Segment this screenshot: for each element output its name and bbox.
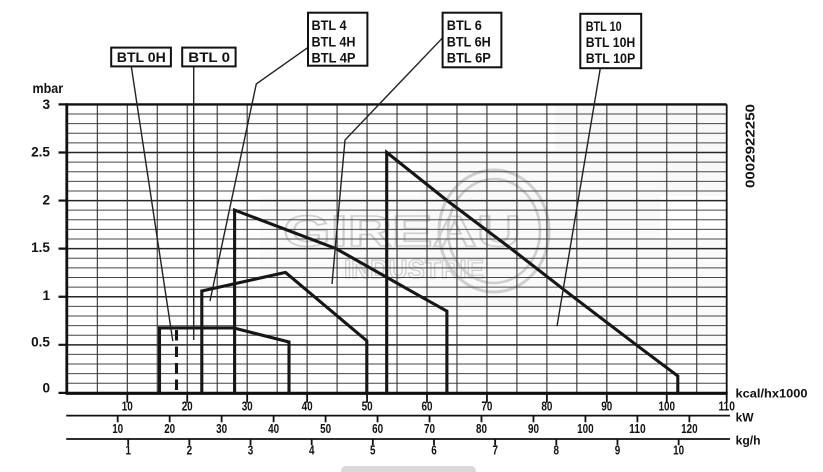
svg-text:5: 5 xyxy=(370,444,376,458)
svg-text:kW: kW xyxy=(736,410,755,424)
svg-text:BTL 6H: BTL 6H xyxy=(447,34,491,50)
svg-text:100: 100 xyxy=(659,400,676,414)
svg-text:1: 1 xyxy=(125,444,131,458)
svg-text:2: 2 xyxy=(187,444,193,458)
svg-text:10: 10 xyxy=(673,444,684,458)
svg-text:100: 100 xyxy=(577,422,594,436)
svg-text:2.5: 2.5 xyxy=(31,145,50,160)
svg-text:70: 70 xyxy=(424,422,435,436)
svg-text:9: 9 xyxy=(615,444,621,458)
svg-text:10: 10 xyxy=(112,422,123,436)
svg-text:1: 1 xyxy=(42,288,50,303)
svg-text:90: 90 xyxy=(528,422,539,436)
svg-text:50: 50 xyxy=(320,422,331,436)
svg-text:BTL 4P: BTL 4P xyxy=(312,51,356,67)
svg-text:0002922250: 0002922250 xyxy=(744,104,758,188)
svg-text:120: 120 xyxy=(681,422,698,436)
svg-text:0.5: 0.5 xyxy=(31,335,50,350)
svg-text:BTL 10P: BTL 10P xyxy=(586,51,636,67)
svg-text:0: 0 xyxy=(42,380,50,395)
svg-text:110: 110 xyxy=(718,400,735,414)
svg-text:10: 10 xyxy=(122,400,133,414)
svg-text:20: 20 xyxy=(182,400,193,414)
svg-text:mbar: mbar xyxy=(33,81,64,96)
svg-text:1.5: 1.5 xyxy=(31,240,50,255)
svg-text:80: 80 xyxy=(541,400,552,414)
svg-text:50: 50 xyxy=(362,400,373,414)
svg-text:80: 80 xyxy=(476,422,487,436)
svg-text:BTL 10H: BTL 10H xyxy=(586,35,636,51)
svg-text:60: 60 xyxy=(372,422,383,436)
svg-text:BTL 4: BTL 4 xyxy=(312,18,347,34)
svg-text:8: 8 xyxy=(554,444,560,458)
svg-text:BTL 10: BTL 10 xyxy=(586,19,622,35)
svg-text:BTL 4H: BTL 4H xyxy=(312,34,356,50)
svg-text:40: 40 xyxy=(268,422,279,436)
svg-text:40: 40 xyxy=(302,400,313,414)
svg-text:kcal/hx1000: kcal/hx1000 xyxy=(736,386,808,400)
svg-text:70: 70 xyxy=(481,400,492,414)
svg-text:3: 3 xyxy=(42,97,50,112)
svg-text:30: 30 xyxy=(242,400,253,414)
svg-text:30: 30 xyxy=(216,422,227,436)
svg-text:BTL 6: BTL 6 xyxy=(447,18,482,34)
svg-text:60: 60 xyxy=(422,400,433,414)
svg-text:BTL 0: BTL 0 xyxy=(188,50,230,66)
svg-text:BTL 6P: BTL 6P xyxy=(447,51,491,67)
svg-text:6: 6 xyxy=(431,444,437,458)
svg-text:3: 3 xyxy=(248,444,254,458)
svg-text:BTL 0H: BTL 0H xyxy=(117,50,166,66)
svg-text:110: 110 xyxy=(629,422,646,436)
svg-text:20: 20 xyxy=(164,422,175,436)
svg-text:2: 2 xyxy=(42,193,50,208)
svg-text:7: 7 xyxy=(492,444,498,458)
svg-text:kg/h: kg/h xyxy=(736,434,761,448)
svg-text:4: 4 xyxy=(309,444,315,458)
svg-text:90: 90 xyxy=(601,400,612,414)
